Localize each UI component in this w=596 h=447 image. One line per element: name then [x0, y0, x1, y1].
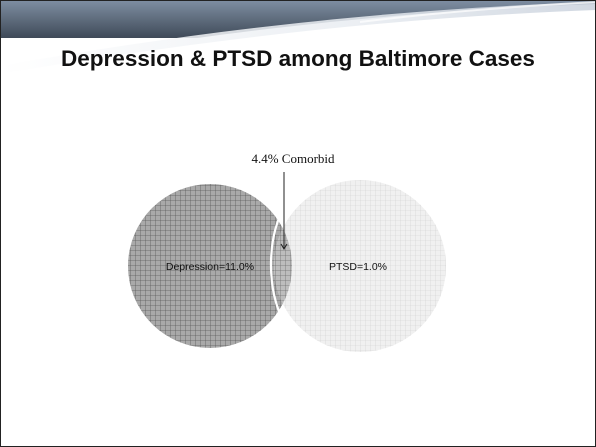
comorbid-arrow-head	[280, 243, 288, 250]
overlap-edge	[269, 204, 287, 327]
header-swoosh	[0, 4, 596, 80]
header-swoosh-line	[359, 1, 596, 23]
slide-title: Depression & PTSD among Baltimore Cases	[61, 46, 535, 71]
depression-circle	[128, 184, 292, 348]
comorbid-label: 4.4% Comorbid	[251, 151, 335, 166]
depression-label: Depression=11.0%	[166, 261, 254, 273]
header-swoosh-shadow	[0, 2, 596, 74]
header-band	[0, 0, 596, 80]
ptsd-label: PTSD=1.0%	[329, 261, 387, 273]
ptsd-circle	[274, 180, 446, 352]
